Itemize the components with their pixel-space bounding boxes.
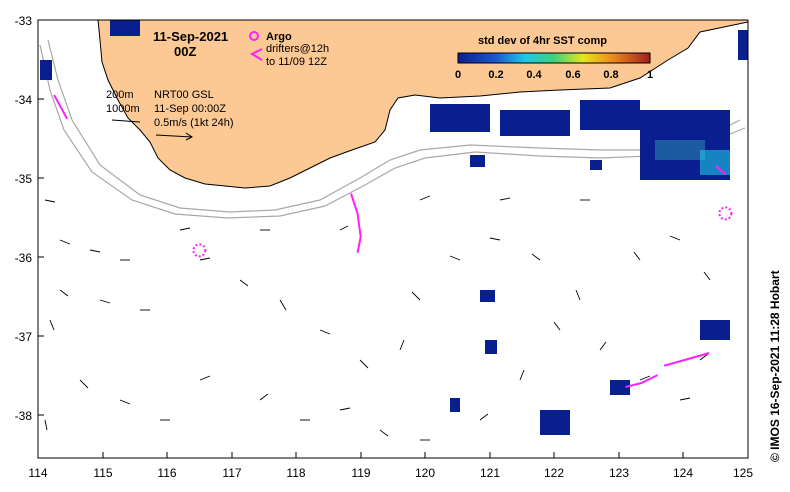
vector-scale-label: 0.5m/s (1kt 24h) xyxy=(154,117,233,129)
argo-floats xyxy=(192,206,733,258)
argo-legend-marker xyxy=(249,31,259,41)
lon-tick-label: 117 xyxy=(222,466,241,480)
lat-tick-label: -36 xyxy=(15,251,33,265)
product-time: 11-Sep 00:00Z xyxy=(154,103,226,115)
lat-tick-label: -37 xyxy=(15,330,33,344)
drifter-track xyxy=(715,165,727,175)
lon-tick-label: 120 xyxy=(415,466,435,480)
drifter-legend-label: drifters@12h xyxy=(266,43,329,55)
lon-tick-label: 125 xyxy=(733,466,753,480)
isobath-200-label: 200m xyxy=(106,89,134,101)
isobath-1000-label: 1000m xyxy=(106,103,140,115)
lon-tick-label: 121 xyxy=(480,466,500,480)
argo-legend-label: Argo xyxy=(266,31,292,43)
argo-float-marker xyxy=(718,206,733,221)
time-title: 00Z xyxy=(174,44,196,59)
drifter-tracks xyxy=(53,94,727,388)
lon-tick-label: 114 xyxy=(28,466,47,480)
drifter-legend-marker xyxy=(249,48,263,61)
date-title: 11-Sep-2021 xyxy=(153,29,228,44)
sst-patches xyxy=(40,20,748,435)
colorbar xyxy=(457,52,651,64)
lon-tick-label: 116 xyxy=(157,466,176,480)
lon-tick-label: 115 xyxy=(93,466,112,480)
isobath-1000m xyxy=(39,44,746,219)
vector-scale-arrow xyxy=(155,132,193,141)
isobath-legend-arrow xyxy=(111,119,141,123)
colorbar-tick-labels: 0 0.2 0.4 0.6 0.8 1 xyxy=(455,69,653,81)
lat-tick-label: -38 xyxy=(15,409,33,423)
drifter-track xyxy=(663,352,710,367)
lat-tick-labels: -33 -34 -35 -36 -37 -38 xyxy=(15,14,33,423)
lat-tick-label: -35 xyxy=(15,172,33,186)
lon-tick-label: 124 xyxy=(673,466,693,480)
colorbar-tick-label: 0.2 xyxy=(488,69,503,81)
product-name: NRT00 GSL xyxy=(154,89,214,101)
lon-tick-label: 122 xyxy=(544,466,564,480)
colorbar-tick-label: 0.8 xyxy=(603,69,618,81)
drifter-track xyxy=(625,374,659,388)
drifter-track xyxy=(53,94,68,120)
colorbar-tick-label: 0 xyxy=(455,69,461,81)
colorbar-tick-label: 0.6 xyxy=(565,69,580,81)
lon-tick-labels: 114 115 116 117 118 119 120 121 122 123 … xyxy=(28,466,753,480)
drifter-legend-date: to 11/09 12Z xyxy=(266,56,327,68)
current-vectors xyxy=(44,195,711,441)
drifter-track xyxy=(350,193,362,253)
lat-tick-label: -34 xyxy=(15,93,33,107)
colorbar-tick-label: 0.4 xyxy=(526,69,542,81)
lon-tick-label: 123 xyxy=(609,466,629,480)
colorbar-tick-label: 1 xyxy=(647,69,653,81)
plot-border xyxy=(37,19,749,459)
lon-tick-label: 118 xyxy=(286,466,305,480)
argo-float-marker xyxy=(192,243,207,258)
isobath-200m xyxy=(47,39,741,213)
colorbar-title: std dev of 4hr SST comp xyxy=(478,35,607,47)
lon-tick-label: 119 xyxy=(351,466,370,480)
credit-text: © IMOS 16-Sep-2021 11:28 Hobart xyxy=(768,270,782,462)
lat-tick-label: -33 xyxy=(15,14,33,28)
